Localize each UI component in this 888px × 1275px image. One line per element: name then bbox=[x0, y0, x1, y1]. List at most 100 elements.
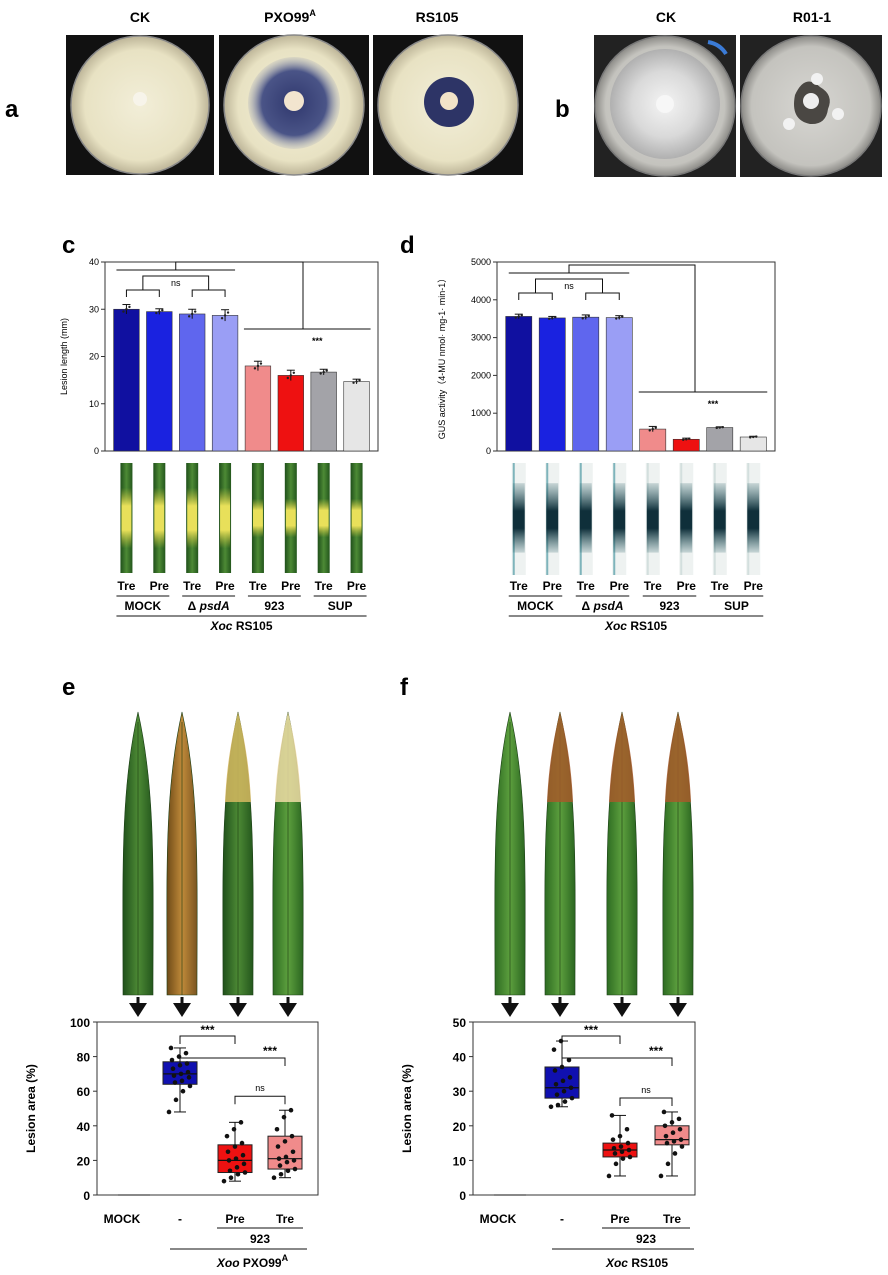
data-point bbox=[715, 426, 718, 430]
data-point bbox=[554, 315, 557, 319]
data-point bbox=[158, 310, 161, 313]
gus-stain bbox=[747, 483, 760, 553]
treatment-label: Pre bbox=[281, 579, 301, 593]
data-point bbox=[568, 1085, 574, 1091]
data-point bbox=[288, 1107, 294, 1113]
treatment-label: Pre bbox=[677, 579, 697, 593]
down-arrow-icon bbox=[173, 1003, 191, 1017]
strain-prefix: Xoc bbox=[209, 619, 235, 633]
data-point bbox=[619, 1149, 625, 1155]
data-point bbox=[235, 1171, 241, 1177]
strain-label: Xoc RS105 bbox=[605, 1256, 668, 1270]
data-point bbox=[355, 380, 358, 383]
data-point bbox=[551, 1047, 557, 1052]
panel-e-letter: e bbox=[62, 674, 75, 701]
treatment-label: Tre bbox=[183, 579, 201, 593]
strain-prefix: Xoc bbox=[604, 619, 630, 633]
panel-a-letter: a bbox=[5, 96, 19, 123]
bar bbox=[538, 317, 566, 452]
y-tick-label: 1000 bbox=[471, 408, 491, 418]
panel-f-letter: f bbox=[400, 674, 409, 701]
bar bbox=[605, 317, 633, 452]
data-point bbox=[290, 1149, 296, 1155]
y-tick-label: 10 bbox=[453, 1154, 467, 1168]
gus-stain bbox=[646, 483, 659, 553]
strain-name: RS105 bbox=[236, 619, 273, 633]
chart-d: 0 1000 2000 3000 4000 5000 GUS activity（4-MU n… bbox=[437, 257, 776, 456]
data-point bbox=[752, 435, 755, 439]
y-tick-label: 40 bbox=[89, 257, 99, 267]
group-label-sup: SUP bbox=[328, 599, 353, 613]
sig-bracket-3 bbox=[619, 1097, 673, 1106]
data-point bbox=[611, 1145, 617, 1151]
leaf-lesion bbox=[187, 487, 198, 549]
data-point bbox=[220, 317, 224, 320]
data-point bbox=[514, 316, 517, 319]
data-point bbox=[125, 308, 128, 311]
plate-a3-photo bbox=[373, 34, 523, 176]
data-point bbox=[282, 1139, 288, 1144]
y-tick-label: 20 bbox=[77, 1154, 91, 1168]
data-point bbox=[665, 1161, 671, 1167]
data-point bbox=[627, 1154, 633, 1160]
gus-stain bbox=[713, 483, 726, 553]
plate-b2-photo bbox=[740, 35, 882, 177]
data-point bbox=[172, 1080, 178, 1085]
plot-frame bbox=[472, 1021, 696, 1196]
data-point bbox=[688, 437, 691, 440]
data-point bbox=[253, 367, 257, 370]
data-point bbox=[648, 429, 651, 432]
data-point bbox=[620, 1156, 626, 1161]
sig-label-1: *** bbox=[200, 1023, 214, 1037]
panel-a: a CK PXO99A RS105 bbox=[5, 8, 523, 176]
data-point bbox=[285, 1168, 291, 1174]
leaf-lesion bbox=[154, 487, 165, 549]
data-point bbox=[275, 1144, 281, 1149]
bar bbox=[146, 311, 173, 452]
y-tick-label: 0 bbox=[83, 1189, 90, 1203]
plate-b1-label: CK bbox=[656, 9, 676, 25]
leaf-necrotic-tip bbox=[609, 712, 635, 802]
data-point bbox=[663, 1133, 669, 1139]
strain-label: Xoc RS105 bbox=[209, 619, 272, 633]
data-point bbox=[292, 371, 296, 375]
data-point bbox=[226, 311, 230, 314]
treatment-label: Pre bbox=[215, 579, 235, 593]
gus-stain bbox=[546, 483, 559, 553]
y-tick-label: 30 bbox=[453, 1085, 467, 1099]
data-point bbox=[187, 1083, 193, 1089]
strain-label: Xoo PXO99A bbox=[216, 1253, 289, 1270]
data-point bbox=[352, 381, 355, 384]
pair-bracket bbox=[585, 292, 620, 300]
bar bbox=[244, 365, 272, 452]
data-point bbox=[658, 1173, 664, 1179]
data-point bbox=[325, 369, 328, 372]
treatment-label: Pre bbox=[543, 579, 563, 593]
data-point bbox=[319, 372, 322, 375]
bar bbox=[672, 438, 700, 452]
data-point bbox=[193, 310, 197, 313]
delta-symbol: Δ bbox=[582, 599, 594, 613]
data-point bbox=[555, 1102, 561, 1108]
treatment-label: Tre bbox=[510, 579, 528, 593]
data-point bbox=[661, 1109, 667, 1115]
y-axis-label: Lesion length (mm) bbox=[59, 318, 69, 395]
leaf-lesion bbox=[351, 498, 362, 538]
data-point bbox=[676, 1116, 682, 1122]
data-point bbox=[240, 1152, 246, 1158]
data-point bbox=[669, 1120, 675, 1125]
data-point bbox=[581, 317, 584, 320]
data-point bbox=[560, 1078, 566, 1084]
x-sublabel-923: 923 bbox=[636, 1232, 656, 1246]
plate-a1-photo bbox=[66, 35, 214, 175]
data-point bbox=[621, 315, 624, 318]
data-point bbox=[672, 1151, 678, 1156]
bar bbox=[211, 315, 239, 452]
pair-bracket bbox=[125, 289, 160, 297]
plot-frame bbox=[496, 261, 776, 452]
data-point bbox=[221, 1178, 227, 1184]
leaf-necrotic-tip bbox=[225, 712, 251, 802]
y-tick-label: 2000 bbox=[471, 370, 491, 380]
data-point bbox=[292, 1166, 298, 1172]
data-point bbox=[664, 1140, 670, 1146]
